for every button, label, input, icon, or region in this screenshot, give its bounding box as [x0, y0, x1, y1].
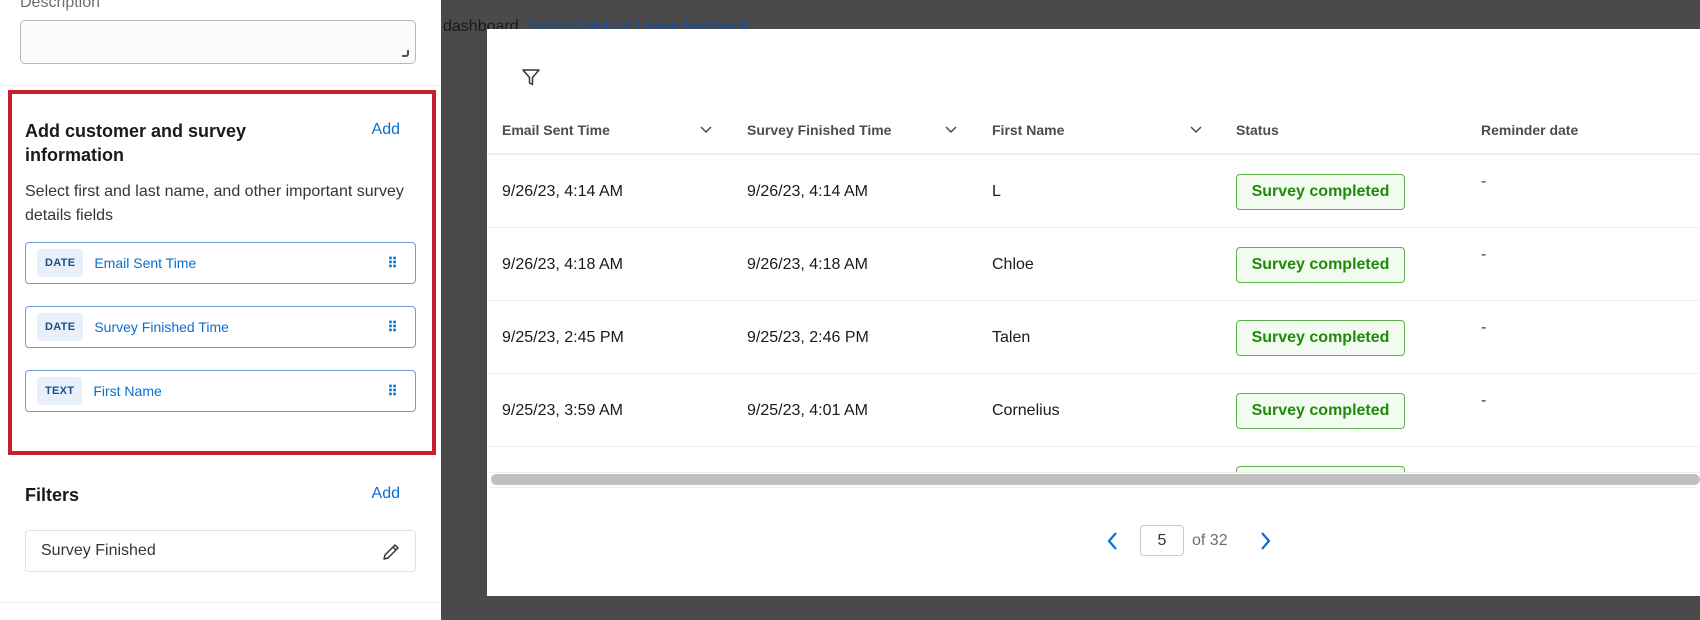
column-header-reminder-date: Reminder date — [1481, 122, 1579, 138]
customer-section-description: Select first and last name, and other im… — [25, 183, 404, 224]
column-header-email-sent-time[interactable]: Email Sent Time — [502, 122, 610, 138]
status-badge: Survey completed — [1236, 174, 1405, 210]
horizontal-scrollbar[interactable] — [491, 474, 1700, 485]
table-row: 9/25/23, 3:59 AM 9/25/23, 4:01 AM Cornel… — [487, 374, 1700, 447]
page-count: of 32 — [1192, 531, 1228, 549]
cell-reminder: - — [1481, 319, 1487, 336]
status-badge: Survey completed — [1236, 320, 1405, 356]
divider — [0, 85, 441, 86]
description-input[interactable] — [20, 20, 416, 64]
chevron-down-icon[interactable] — [943, 121, 959, 137]
field-item[interactable]: TEXT First Name ⠿ — [25, 370, 416, 412]
chevron-right-icon[interactable] — [1256, 530, 1274, 552]
field-label: First Name — [93, 383, 162, 399]
cell-survey-finished: 9/26/23, 4:18 AM — [747, 256, 868, 273]
cell-reminder: - — [1481, 173, 1487, 190]
field-label: Email Sent Time — [94, 255, 197, 271]
table-header: Email Sent Time Survey Finished Time Fir… — [487, 108, 1700, 155]
cell-survey-finished: 9/26/23, 4:14 AM — [747, 183, 868, 200]
cell-first-name: Cornelius — [992, 402, 1060, 419]
field-label: Survey Finished Time — [94, 319, 229, 335]
filter-icon[interactable] — [521, 67, 541, 87]
cell-email-sent: 9/26/23, 4:14 AM — [502, 183, 623, 200]
drag-handle-icon[interactable]: ⠿ — [387, 383, 397, 399]
add-filter-button[interactable]: Add — [371, 485, 400, 502]
table-body: 9/26/23, 4:14 AM 9/26/23, 4:14 AM L Surv… — [487, 155, 1700, 472]
table-row-partial — [487, 447, 1700, 472]
customer-section-title: Add customer and survey information — [25, 121, 247, 165]
divider — [0, 602, 441, 603]
filter-item[interactable]: Survey Finished — [25, 530, 416, 572]
filter-label: Survey Finished — [41, 542, 156, 559]
status-badge: Survey completed — [1236, 393, 1405, 429]
chevron-down-icon[interactable] — [698, 121, 714, 137]
field-item[interactable]: DATE Survey Finished Time ⠿ — [25, 306, 416, 348]
cell-email-sent: 9/25/23, 2:45 PM — [502, 329, 624, 346]
cell-email-sent: 9/26/23, 4:18 AM — [502, 256, 623, 273]
resize-handle-icon[interactable] — [402, 50, 409, 57]
table-row: 9/25/23, 2:45 PM 9/25/23, 2:46 PM Talen … — [487, 301, 1700, 374]
pencil-icon[interactable] — [381, 542, 401, 562]
cell-first-name: Chloe — [992, 256, 1034, 273]
drag-handle-icon[interactable]: ⠿ — [387, 319, 397, 335]
status-badge-partial — [1236, 466, 1405, 472]
column-header-survey-finished-time[interactable]: Survey Finished Time — [747, 122, 892, 138]
chevron-left-icon[interactable] — [1104, 530, 1122, 552]
add-customer-field-button[interactable]: Add — [371, 121, 400, 138]
table-row: 9/26/23, 4:14 AM 9/26/23, 4:14 AM L Surv… — [487, 155, 1700, 228]
drag-handle-icon[interactable]: ⠿ — [387, 255, 397, 271]
field-type-tag: DATE — [37, 313, 84, 341]
cell-first-name: L — [992, 183, 1001, 200]
highlight-box — [8, 90, 436, 455]
cell-email-sent: 9/25/23, 3:59 AM — [502, 402, 623, 419]
page-number-input[interactable]: 5 — [1140, 525, 1184, 556]
pagination: 5 of 32 — [1104, 525, 1274, 556]
column-header-first-name[interactable]: First Name — [992, 122, 1065, 138]
responses-modal: Email Sent Time Survey Finished Time Fir… — [487, 29, 1700, 596]
status-badge: Survey completed — [1236, 247, 1405, 283]
field-type-tag: TEXT — [37, 377, 83, 405]
cell-reminder: - — [1481, 392, 1487, 409]
description-label: Description — [20, 0, 101, 11]
chevron-down-icon[interactable] — [1188, 121, 1204, 137]
cell-reminder: - — [1481, 246, 1487, 263]
cell-survey-finished: 9/25/23, 2:46 PM — [747, 329, 869, 346]
column-header-status: Status — [1236, 122, 1279, 138]
field-type-tag: DATE — [37, 249, 84, 277]
filters-title: Filters — [25, 485, 80, 505]
cell-first-name: Talen — [992, 329, 1031, 346]
sidebar: Description Add customer and survey info… — [0, 0, 441, 620]
table-row: 9/26/23, 4:18 AM 9/26/23, 4:18 AM Chloe … — [487, 228, 1700, 301]
field-item[interactable]: DATE Email Sent Time ⠿ — [25, 242, 416, 284]
scrollbar-track — [487, 472, 1700, 488]
cell-survey-finished: 9/25/23, 4:01 AM — [747, 402, 868, 419]
